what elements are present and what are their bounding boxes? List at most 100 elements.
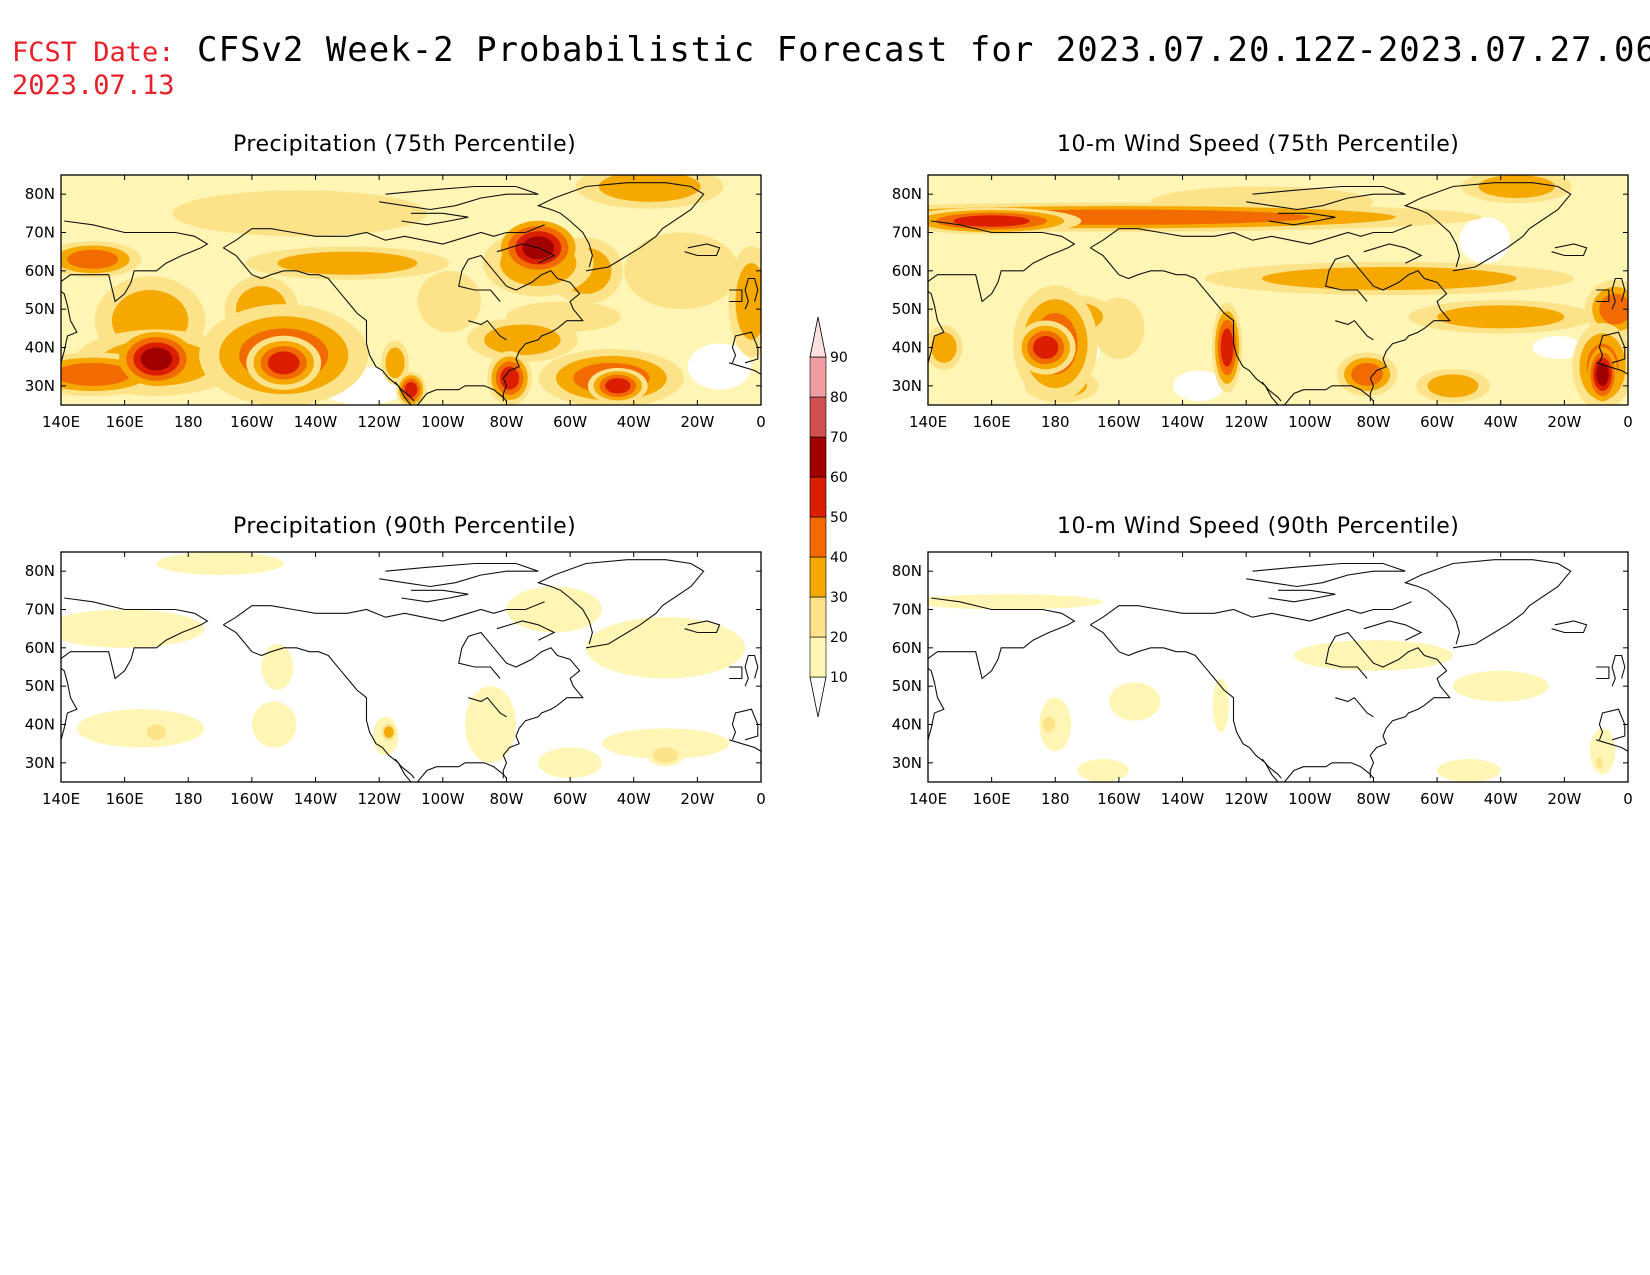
legend-level-label: 90 — [830, 350, 848, 366]
lon-tick-label: 120W — [357, 413, 401, 431]
probability-contour — [652, 747, 679, 763]
forecast-date-label: FCST Date: — [12, 37, 175, 68]
probability-contour — [1596, 757, 1603, 769]
coastline — [1283, 385, 1374, 405]
probability-contour — [953, 215, 1030, 227]
lat-tick-label: 30N — [892, 377, 922, 395]
legend-level-label: 50 — [830, 510, 848, 526]
coastline — [496, 243, 556, 264]
coastline — [401, 212, 469, 226]
coastline — [744, 277, 759, 310]
lon-tick-label: 120W — [1224, 413, 1268, 431]
lon-tick-label: 0 — [756, 413, 766, 431]
map-frame — [60, 551, 762, 783]
lon-tick-label: 100W — [1288, 790, 1332, 808]
lon-tick-label: 20W — [1547, 790, 1581, 808]
legend-level-label: 20 — [830, 630, 848, 646]
lon-tick-label: 160E — [973, 790, 1011, 808]
lon-tick-label: 100W — [421, 790, 465, 808]
lon-tick-label: 60W — [1420, 413, 1454, 431]
coastline — [1335, 319, 1374, 341]
lon-tick-label: 160E — [106, 413, 144, 431]
coastline — [401, 589, 469, 603]
coastline — [1335, 696, 1374, 718]
lat-tick-label: 30N — [25, 754, 55, 772]
coastline — [1261, 381, 1282, 402]
coastline — [1596, 666, 1610, 680]
probability-contour — [385, 347, 405, 379]
probability-contour — [251, 701, 297, 748]
field-layer — [928, 175, 1628, 405]
probability-contour — [277, 251, 418, 275]
coastline — [1268, 212, 1336, 226]
probability-contour — [1077, 759, 1129, 782]
probability-contour — [605, 378, 631, 394]
lon-tick-label: 100W — [1288, 413, 1332, 431]
coastline — [468, 319, 507, 341]
lat-tick-label: 30N — [25, 377, 55, 395]
coastline — [684, 243, 721, 257]
probability-contour — [1437, 759, 1501, 782]
probability-contour — [172, 190, 427, 237]
forecast-date-block: FCST Date: 2023.07.13 — [12, 36, 175, 102]
field-layer — [61, 552, 761, 782]
probability-contour — [1033, 336, 1059, 359]
coastline — [928, 220, 1076, 363]
coastline — [1611, 277, 1626, 310]
color-legend: 10 20 30 40 50 60 70 80 90 — [809, 316, 848, 718]
lon-tick-label: 20W — [680, 413, 714, 431]
lon-tick-label: 140E — [909, 790, 947, 808]
coastline — [468, 696, 507, 718]
probability-contour — [67, 249, 119, 269]
legend-over-arrow — [809, 316, 827, 358]
coastline — [729, 289, 743, 303]
coastline-layer — [61, 182, 761, 405]
lon-tick-label: 140E — [42, 413, 80, 431]
panel-title-precip-75: Precipitation (75th Percentile) — [233, 132, 577, 157]
probability-contour — [1042, 716, 1056, 733]
coastline — [1090, 624, 1279, 782]
coastline — [1403, 182, 1572, 272]
lat-tick-label: 50N — [25, 677, 55, 695]
lat-tick-label: 60N — [892, 639, 922, 657]
legend-under-arrow — [809, 676, 827, 718]
probability-contour — [1437, 305, 1565, 329]
lon-tick-label: 140E — [42, 790, 80, 808]
probability-contour — [624, 232, 739, 310]
map-frame — [60, 174, 762, 406]
panel-title-wind-90: 10-m Wind Speed (90th Percentile) — [1057, 514, 1460, 539]
lon-tick-label: 80W — [1356, 413, 1390, 431]
probability-contour — [928, 594, 1103, 610]
legend-swatch — [809, 556, 827, 598]
lon-tick-label: 40W — [1484, 413, 1518, 431]
lat-tick-label: 80N — [892, 185, 922, 203]
coastline — [61, 597, 209, 740]
lon-tick-label: 140W — [294, 413, 338, 431]
coastline — [458, 631, 584, 779]
probability-contour — [156, 552, 284, 575]
lat-tick-label: 60N — [25, 262, 55, 280]
coastline — [1325, 631, 1451, 779]
coastline — [1596, 362, 1628, 375]
coastline — [1596, 289, 1610, 303]
coastline — [1363, 620, 1423, 641]
map-panel-precip-90: 140E 160E 180 160W 140W 120W 100W 80W 60W 40W 20W 0… — [25, 551, 766, 808]
lon-tick-label: 20W — [1547, 413, 1581, 431]
probability-contour — [1427, 374, 1479, 398]
coastline — [1363, 243, 1423, 264]
lon-tick-label: 60W — [553, 790, 587, 808]
low-probability-region — [1459, 217, 1511, 264]
coastline — [394, 381, 415, 402]
lon-tick-label: 120W — [1224, 790, 1268, 808]
lon-tick-label: 180 — [174, 790, 203, 808]
probability-contour — [484, 324, 561, 356]
coastline-layer — [928, 559, 1628, 782]
probability-contour — [61, 609, 205, 648]
probability-contour — [417, 270, 481, 333]
lon-tick-label: 120W — [357, 790, 401, 808]
probability-contour — [500, 366, 520, 390]
lon-tick-label: 80W — [489, 790, 523, 808]
lon-tick-label: 0 — [1623, 790, 1633, 808]
low-probability-region — [1173, 370, 1224, 402]
lat-tick-label: 50N — [25, 300, 55, 318]
